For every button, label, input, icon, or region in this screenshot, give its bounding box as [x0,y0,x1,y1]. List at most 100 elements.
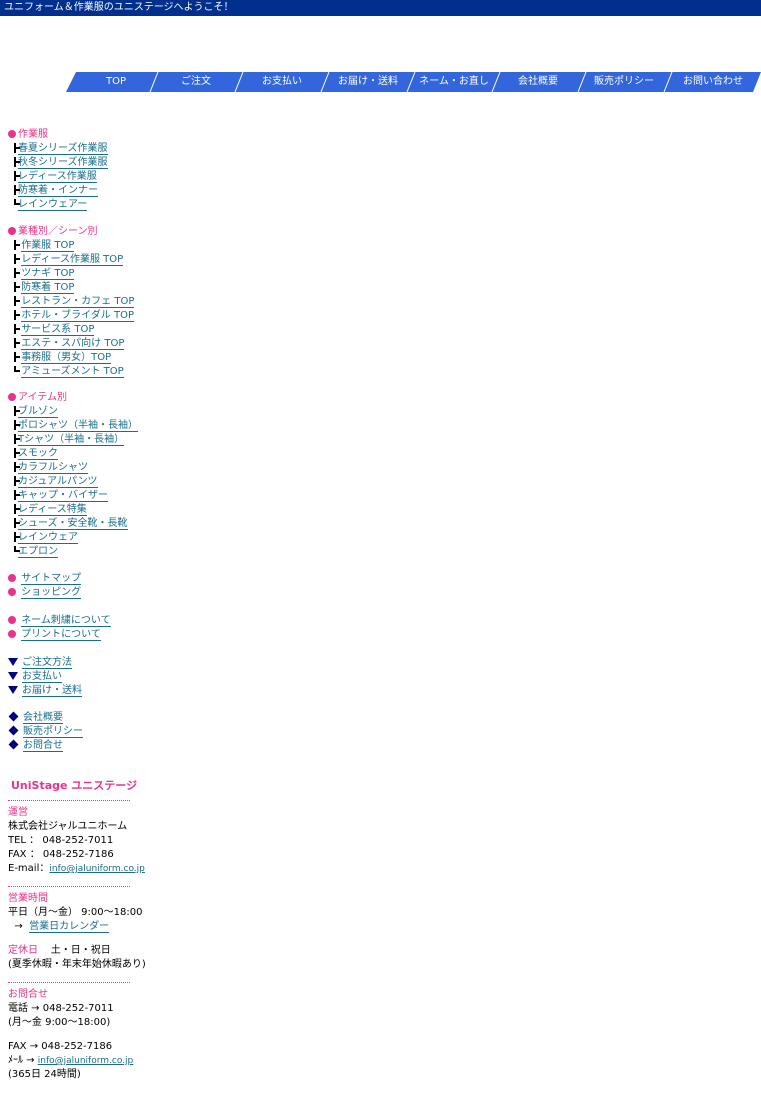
nav-top[interactable]: TOP [105,76,126,87]
link-sitemap[interactable]: サイトマップ [21,573,82,585]
list-item: お支払い [8,670,82,684]
triangle-down-icon [8,672,18,680]
link-item-pants[interactable]: カジュアルパンツ [18,476,98,488]
list-item: シューズ・安全靴・長靴 [8,517,138,531]
item-section: アイテム別 ブルゾン ポロシャツ（半袖・長袖） Tシャツ（半袖・長袖） スモック… [8,391,138,559]
link-item-shoes[interactable]: シューズ・安全靴・長靴 [18,518,128,530]
pink-dot-icon [8,616,16,624]
tree-end-icon [8,545,20,559]
hours-label: 営業時間 [8,893,48,904]
link-item-blouson[interactable]: ブルゾン [18,406,58,418]
tree-branch-icon [8,447,20,461]
order-links: ご注文方法 お支払い お届け・送料 [8,656,82,698]
tree-end-icon [8,198,20,212]
nav-divider [320,72,330,92]
link-item-apron[interactable]: エプロン [18,546,58,558]
nav-name-repair[interactable]: ネーム・お直し [419,76,489,87]
list-item: レインウェアー [8,198,108,212]
email-row: E-mail：info@jaluniform.co.jp [8,862,146,876]
scene-section: 業種別／シーン別 作業服 TOP レディース作業服 TOP ツナギ TOP 防寒… [8,225,135,379]
list-item: サイトマップ [8,572,82,586]
link-item-cap[interactable]: キャップ・バイザー [18,490,108,502]
link-scene-hotel[interactable]: ホテル・ブライダル TOP [21,310,134,322]
link-item-ladies[interactable]: レディース特集 [18,504,87,516]
tel-text: TEL ： 048-252-7011 [8,835,114,846]
list-item: カジュアルパンツ [8,475,138,489]
link-rainwear[interactable]: レインウェアー [18,199,88,211]
link-contact[interactable]: お問合せ [23,740,63,752]
link-item-rainwear[interactable]: レインウェア [18,532,78,544]
link-shopping[interactable]: ショッピング [21,587,82,599]
nav-divider [149,72,159,92]
tree-branch-icon [8,267,20,281]
tree-branch-icon [8,531,20,545]
link-scene-ladies[interactable]: レディース作業服 TOP [21,254,124,266]
link-spring-summer[interactable]: 春夏シリーズ作業服 [18,143,108,155]
holiday-text: 土・日・祝日 [50,945,111,956]
tree-branch-icon [8,433,20,447]
link-item-colorful[interactable]: カラフルシャツ [18,462,88,474]
link-scene-tsunagi[interactable]: ツナギ TOP [21,268,75,280]
list-item: 春夏シリーズ作業服 [8,142,108,156]
tree-branch-icon [8,156,20,170]
divider [8,982,130,983]
nav-payment[interactable]: お支払い [262,76,302,87]
triangle-down-icon [8,686,18,694]
nav-company[interactable]: 会社概要 [518,76,558,87]
list-item: ご注文方法 [8,656,82,670]
link-policy[interactable]: 販売ポリシー [23,726,83,738]
work-clothes-title: 作業服 [18,129,48,140]
link-scene-amusement[interactable]: アミューズメント TOP [21,366,124,378]
list-item: ホテル・ブライダル TOP [8,309,134,323]
nav-order[interactable]: ご注文 [181,76,211,87]
link-scene-cold[interactable]: 防寒着 TOP [21,282,75,294]
list-item: エプロン [8,545,138,559]
triangle-down-icon [8,658,18,666]
tree-branch-icon [8,461,20,475]
link-scene-restaurant[interactable]: レストラン・カフェ TOP [21,296,135,308]
link-scene-work[interactable]: 作業服 TOP [21,240,75,252]
nav-policy[interactable]: 販売ポリシー [594,76,654,87]
list-item: 事務服（男女）TOP [8,351,134,365]
link-scene-office[interactable]: 事務服（男女）TOP [21,352,112,364]
welcome-banner: ユニフォーム＆作業服のユニステージへようこそ！ [0,0,761,16]
link-cold-wear[interactable]: 防寒着・インナー [18,185,98,197]
list-item: エステ・スパ向け TOP [8,337,134,351]
link-company[interactable]: 会社概要 [23,712,63,724]
link-scene-service[interactable]: サービス系 TOP [21,324,95,336]
tree-branch-icon [8,475,20,489]
link-order-method[interactable]: ご注文方法 [22,657,72,669]
tree-branch-icon [8,184,20,198]
link-autumn-winter[interactable]: 秋冬シリーズ作業服 [18,157,108,169]
nav-bar-shape [66,72,761,92]
mail-label: ﾒｰﾙ → [8,1055,35,1066]
nav-delivery[interactable]: お届け・送料 [338,76,398,87]
tree-branch-icon [8,489,20,503]
link-payment[interactable]: お支払い [22,671,62,683]
scene-title: 業種別／シーン別 [18,226,98,237]
main-nav: TOP ご注文 お支払い お届け・送料 ネーム・お直し 会社概要 販売ポリシー … [66,72,761,92]
link-print[interactable]: プリントについて [21,629,101,641]
list-item: キャップ・バイザー [8,489,138,503]
nav-divider [406,72,416,92]
list-item: アミューズメント TOP [8,365,134,379]
link-item-polo[interactable]: ポロシャツ（半袖・長袖） [18,420,138,432]
link-scene-esthe[interactable]: エステ・スパ向け TOP [21,338,125,350]
diamond-icon [8,725,19,736]
tree-branch-icon [8,170,20,184]
nav-contact[interactable]: お問い合わせ [683,76,743,87]
link-ladies-work[interactable]: レディース作業服 [18,171,97,183]
list-item: ショッピング [8,586,82,600]
link-delivery[interactable]: お届け・送料 [22,685,82,697]
link-item-smock[interactable]: スモック [18,448,58,460]
fax-text: FAX ： 048-252-7186 [8,849,114,860]
email-link[interactable]: info@jaluniform.co.jp [49,864,145,874]
link-item-tshirt[interactable]: Tシャツ（半袖・長袖） [18,434,125,446]
link-embroidery[interactable]: ネーム刺繍について [21,615,111,627]
mail-link[interactable]: info@jaluniform.co.jp [37,1056,134,1066]
mail-row: ﾒｰﾙ → info@jaluniform.co.jp [8,1054,146,1068]
diamond-icon [8,739,19,750]
tree-branch-icon [8,239,20,253]
shop-info: UniStage ユニステージ 運営 株式会社ジャルユニホーム TEL ： 04… [8,779,146,1082]
link-calendar[interactable]: 営業日カレンダー [29,921,110,933]
